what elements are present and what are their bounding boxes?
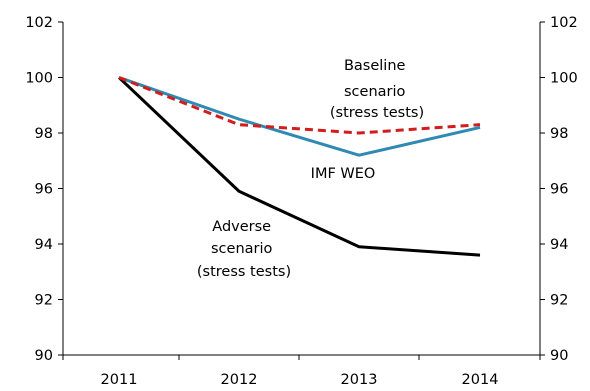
annotation-adverse-line-3: (stress tests) [197,264,291,280]
y-axis-right-ticks: 90 92 94 96 98 100 102 [540,15,578,364]
y-left-tick-label: 98 [35,126,53,142]
y-right-tick-label: 102 [550,15,578,31]
y-right-tick-label: 98 [550,126,568,142]
y-left-tick-label: 96 [35,182,53,198]
annotation-baseline-line-3: (stress tests) [330,105,424,121]
annotation-baseline-line-1: Baseline [344,58,406,74]
series-line-adverse-scenario-stress-tests [117,76,481,257]
series-lines [117,76,481,257]
y-axis-left-ticks: 90 92 94 96 98 100 102 [25,15,63,364]
y-left-tick-label: 100 [25,71,53,87]
y-left-tick-label: 92 [35,293,53,309]
y-left-tick-label: 102 [25,15,53,31]
y-left-tick-label: 90 [35,348,53,364]
y-right-tick-label: 94 [550,237,568,253]
annotation-baseline-line-2: scenario [344,84,406,100]
annotation-adverse-line-1: Adverse [212,219,271,235]
annotation-adverse: Adverse scenario (stress tests) [197,219,291,280]
y-right-tick-label: 90 [550,348,568,364]
x-tick-label: 2013 [341,372,378,388]
series-line-imf-weo [118,76,481,157]
x-tick-label: 2014 [462,372,499,388]
x-tick-label: 2012 [221,372,258,388]
series-line-baseline-scenario-stress-tests [118,76,481,135]
y-right-tick-label: 92 [550,293,568,309]
annotation-imf-weo-line-1: IMF WEO [311,166,376,182]
x-tick-label: 2011 [101,372,138,388]
y-left-tick-label: 94 [35,237,53,253]
annotation-adverse-line-2: scenario [211,241,273,257]
x-axis-ticks: 2011 2012 2013 2014 [62,355,541,388]
y-right-tick-label: 96 [550,182,568,198]
y-right-tick-label: 100 [550,71,578,87]
annotation-baseline: Baseline scenario (stress tests) [330,58,424,121]
plot-frame [62,22,541,356]
annotation-imf-weo: IMF WEO [311,166,376,182]
